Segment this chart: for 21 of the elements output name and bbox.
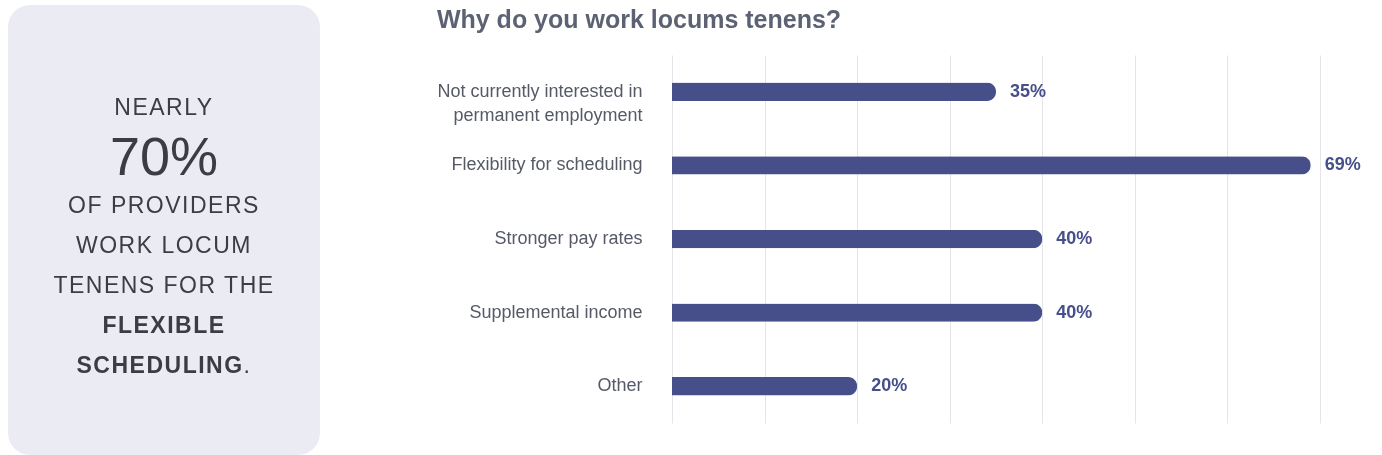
y-tick-label: Flexibility for scheduling bbox=[451, 154, 643, 175]
bar bbox=[672, 156, 1311, 175]
data-label: 69% bbox=[1324, 154, 1361, 175]
bar bbox=[672, 303, 1043, 322]
data-label: 35% bbox=[1010, 80, 1047, 101]
text: FLEXIBLE SCHEDULING bbox=[76, 312, 244, 378]
text: . bbox=[243, 352, 252, 378]
text: 70% bbox=[108, 126, 220, 186]
y-tick-label: Stronger pay rates bbox=[494, 228, 643, 248]
bar bbox=[672, 377, 858, 396]
data-label: 40% bbox=[1056, 228, 1093, 248]
data-label: 40% bbox=[1056, 301, 1093, 322]
text: OF PROVIDERS WORK LOCUM TENENS FOR THE bbox=[53, 192, 275, 298]
bar bbox=[672, 82, 996, 101]
y-tick-label: Supplemental income bbox=[469, 301, 643, 322]
y-tick-label: Other bbox=[597, 375, 643, 396]
bar bbox=[672, 229, 1043, 249]
y-tick-label: Not currently interested in permanent employment bbox=[437, 80, 643, 125]
data-label: 20% bbox=[871, 375, 908, 396]
text: NEARLY bbox=[114, 94, 214, 120]
chart-title: Why do you work locums tenens? bbox=[436, 5, 842, 33]
